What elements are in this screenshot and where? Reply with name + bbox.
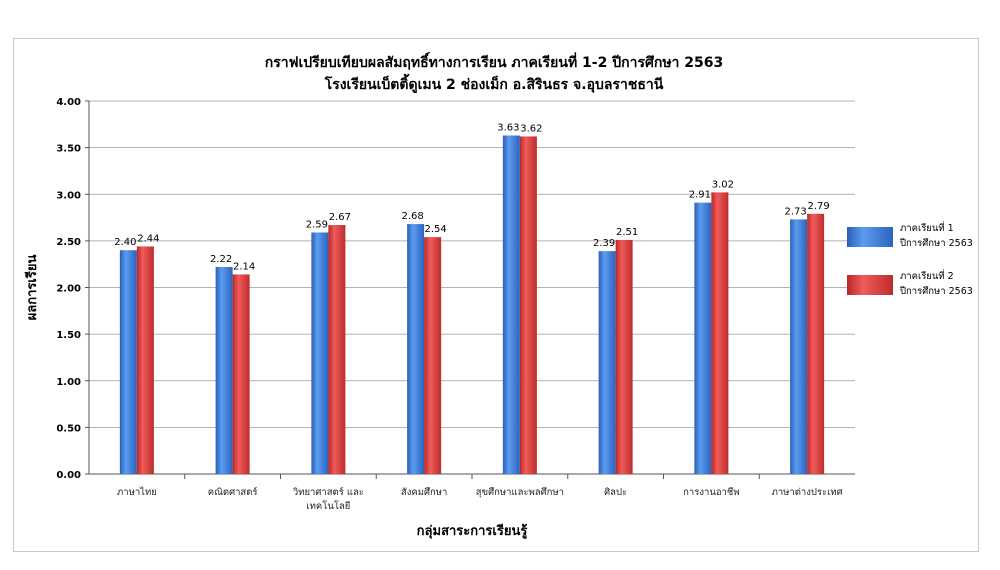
data-label: 3.63 <box>497 123 519 134</box>
bar <box>232 274 250 474</box>
bar <box>407 224 425 474</box>
category-label: สังคมศึกษา <box>401 487 447 498</box>
y-tick-label: 4.00 <box>56 97 81 108</box>
data-label: 2.91 <box>689 190 711 201</box>
bar <box>807 213 825 474</box>
y-tick-label: 2.00 <box>56 284 81 295</box>
category-label: สุขศึกษาและพลศึกษา <box>476 487 564 498</box>
chart-title-line: กราฟเปรียบเทียบผลสัมฤทธิ์ทางการเรียน ภาค… <box>265 51 724 71</box>
category-label: ภาษาต่างประเทศ <box>772 487 843 498</box>
legend: ภาคเรียนที่ 1 ปีการศึกษา 2563 ภาคเรียนที่ … <box>847 221 973 297</box>
bar <box>598 251 616 474</box>
category-label: ศิลปะ <box>604 487 627 498</box>
y-tick-label: 3.00 <box>56 190 81 201</box>
y-tick-label: 3.50 <box>56 144 81 155</box>
bar-chart: กราฟเปรียบเทียบผลสัมฤทธิ์ทางการเรียน ภาค… <box>24 51 973 539</box>
data-label: 2.79 <box>807 201 829 212</box>
chart-title-line: โรงเรียนเบ็ตติ้ดูเมน 2 ช่องเม็ก อ.สิรินธ… <box>324 73 664 93</box>
bar <box>328 225 346 474</box>
data-label: 2.51 <box>616 227 638 238</box>
y-tick-label: 2.50 <box>56 237 81 248</box>
bar <box>215 266 233 474</box>
legend-label: ภาคเรียนที่ 1 <box>900 221 954 234</box>
bar <box>424 237 442 474</box>
y-tick-label: 1.00 <box>56 377 81 388</box>
legend-swatch <box>847 275 893 295</box>
legend-swatch <box>847 227 893 247</box>
y-tick-label: 1.50 <box>56 330 81 341</box>
legend-label: ปีการศึกษา 2563 <box>899 285 973 297</box>
gridlines <box>89 100 855 475</box>
data-label: 2.44 <box>137 233 159 244</box>
data-labels: 2.40 2.44 2.222.14 2.592.67 2.682.54 3.63 3.62… <box>114 123 830 273</box>
category-label: คณิตศาสตร์ <box>208 486 258 498</box>
y-tick-label: 0.50 <box>56 423 81 434</box>
category-label: ภาษาไทย <box>117 486 157 498</box>
bar <box>119 250 137 474</box>
data-label: 3.02 <box>712 179 734 190</box>
data-label: 2.68 <box>401 211 423 222</box>
bar <box>136 246 154 474</box>
legend-label: ปีการศึกษา 2563 <box>899 237 973 249</box>
bar <box>615 239 633 474</box>
y-axis-title: ผลการเรียน <box>24 255 40 321</box>
data-label: 2.67 <box>329 212 351 223</box>
data-label: 2.73 <box>784 206 806 217</box>
category-label: การงานอาชีพ <box>683 486 739 498</box>
category-label: เทคโนโลยี <box>306 500 350 512</box>
bar <box>519 136 537 474</box>
data-label: 2.40 <box>114 237 136 248</box>
bar <box>311 232 329 474</box>
data-label: 2.54 <box>424 224 446 235</box>
data-label: 2.22 <box>210 254 232 265</box>
data-label: 2.59 <box>306 219 328 230</box>
bar <box>711 192 729 474</box>
chart-frame: กราฟเปรียบเทียบผลสัมฤทธิ์ทางการเรียน ภาค… <box>13 38 979 552</box>
bar <box>790 219 808 474</box>
bar <box>502 135 520 474</box>
data-label: 2.14 <box>233 261 255 272</box>
x-axis-title: กลุ่มสาระการเรียนรู้ <box>417 523 528 539</box>
legend-label: ภาคเรียนที่ 2 <box>900 269 954 282</box>
data-label: 3.62 <box>520 123 542 134</box>
chart-title: กราฟเปรียบเทียบผลสัมฤทธิ์ทางการเรียน ภาค… <box>265 51 724 93</box>
category-label: วิทยาศาสตร์ และ <box>292 486 364 498</box>
data-label: 2.39 <box>593 238 615 249</box>
y-tick-label: 0.00 <box>56 470 81 481</box>
bar <box>694 202 712 474</box>
bars <box>119 135 825 474</box>
